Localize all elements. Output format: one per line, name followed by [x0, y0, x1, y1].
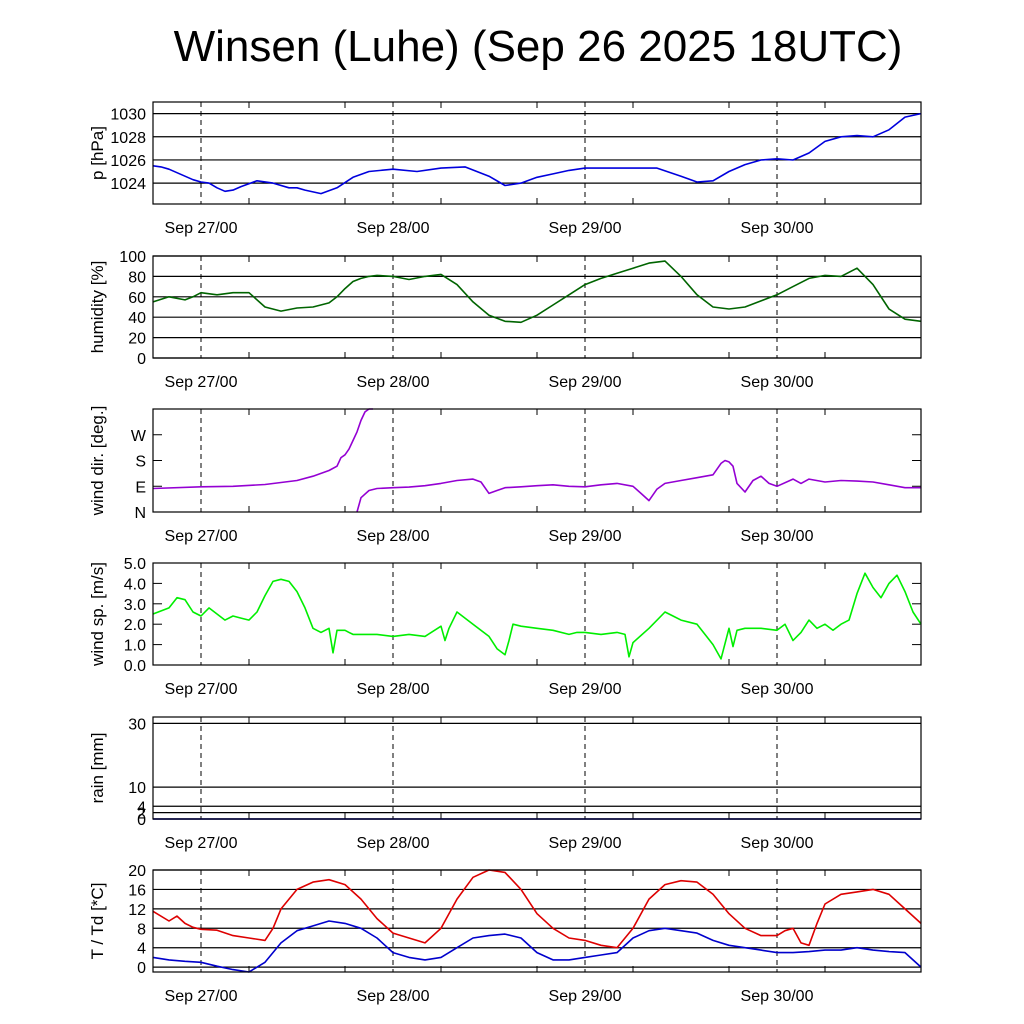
panel-5-xtick-label: Sep 29/00 [549, 835, 622, 852]
panel-3-series-1-line [152, 408, 373, 490]
panel-1-xtick-label: Sep 27/00 [165, 220, 238, 237]
panel-5-frame [152, 716, 922, 820]
panel-4-ytick-label: 5.0 [124, 556, 146, 573]
chart-title: Winsen (Luhe) (Sep 26 2025 18UTC) [173, 22, 903, 71]
panel-4-ytick-label: 2.0 [124, 617, 146, 634]
panel-3-xtick-label: Sep 28/00 [357, 528, 430, 545]
panel-2-ytick-label: 60 [128, 290, 146, 307]
panel-2-ytick-label: 20 [128, 331, 146, 348]
panel-5-ytick-label: 2 [137, 806, 146, 823]
panel-4-ytick-label: 0.0 [124, 658, 146, 675]
panel-1-xtick-label: Sep 29/00 [549, 220, 622, 237]
panel-1-xtick-label: Sep 30/00 [741, 220, 814, 237]
panel-6-xtick-label: Sep 29/00 [549, 988, 622, 1005]
panel-6-xtick-label: Sep 28/00 [357, 988, 430, 1005]
panel-6-ytick-label: 12 [128, 902, 146, 919]
panel-5-ytick-label: 4 [137, 799, 146, 816]
panel-5-ylabel: rain [mm] [88, 733, 107, 804]
panel-2-xtick-label: Sep 28/00 [357, 374, 430, 391]
panel-6-ytick-label: 20 [128, 863, 146, 880]
panel-1-ylabel: p [hPa] [88, 126, 107, 180]
panel-1-series-1-line [152, 112, 922, 195]
panel-4-xtick-label: Sep 30/00 [741, 681, 814, 698]
panel-6-ylabel: T / Td [*C] [88, 883, 107, 960]
panel-2-xtick-label: Sep 27/00 [165, 374, 238, 391]
panel-4-frame [152, 562, 922, 666]
panel-2-xtick-label: Sep 30/00 [741, 374, 814, 391]
panel-3-frame [152, 408, 922, 513]
panel-4-xtick-label: Sep 29/00 [549, 681, 622, 698]
panel-4-ylabel: wind sp. [m/s] [88, 562, 107, 667]
panel-5-ytick-label: 30 [128, 716, 146, 733]
panel-3-ytick-label: N [134, 505, 146, 522]
panel-3-xtick-label: Sep 29/00 [549, 528, 622, 545]
panel-3-ytick-label: W [131, 428, 147, 445]
panel-3-xtick-label: Sep 30/00 [741, 528, 814, 545]
panel-4-ytick-label: 1.0 [124, 638, 146, 655]
panel-5-xtick-label: Sep 28/00 [357, 835, 430, 852]
panel-1-ytick-label: 1030 [110, 107, 146, 124]
panel-6-ytick-label: 4 [137, 941, 146, 958]
panel-4-ytick-label: 4.0 [124, 576, 146, 593]
panel-1-ytick-label: 1026 [110, 153, 146, 170]
panel-6-series-2-line [152, 920, 922, 973]
panel-1-xtick-label: Sep 28/00 [357, 220, 430, 237]
panel-2-ytick-label: 0 [137, 351, 146, 368]
panel-2-xtick-label: Sep 29/00 [549, 374, 622, 391]
panel-3-xtick-label: Sep 27/00 [165, 528, 238, 545]
panel-3-ytick-label: E [135, 479, 146, 496]
panel-6-ytick-label: 8 [137, 921, 146, 938]
panel-2-ytick-label: 100 [119, 249, 146, 266]
panel-2-ytick-label: 40 [128, 310, 146, 327]
panel-6-ytick-label: 16 [128, 882, 146, 899]
panel-4-ytick-label: 3.0 [124, 597, 146, 614]
panel-2-series-1-line [152, 260, 922, 324]
panel-1-ytick-label: 1024 [110, 176, 146, 193]
panel-5-ytick-label: 0 [137, 812, 146, 829]
panel-4-series-1-line [152, 572, 922, 660]
panel-4-xtick-label: Sep 28/00 [357, 681, 430, 698]
panel-3-series-2-line [356, 459, 921, 513]
panel-1-ytick-label: 1028 [110, 130, 146, 147]
panel-6-xtick-label: Sep 27/00 [165, 988, 238, 1005]
panel-2-frame [152, 255, 922, 359]
panel-4-xtick-label: Sep 27/00 [165, 681, 238, 698]
panel-5-xtick-label: Sep 27/00 [165, 835, 238, 852]
panel-2-ylabel: humidity [%] [88, 261, 107, 354]
panel-5-ytick-label: 10 [128, 780, 146, 797]
panel-1-frame [152, 101, 922, 205]
panel-6-frame [152, 869, 922, 973]
panel-6-xtick-label: Sep 30/00 [741, 988, 814, 1005]
panel-6-ytick-label: 0 [137, 960, 146, 977]
panel-5-xtick-label: Sep 30/00 [741, 835, 814, 852]
panel-3-ylabel: wind dir. [deg.] [88, 406, 107, 517]
panel-6-series-1-line [152, 869, 922, 949]
panel-3-ytick-label: S [135, 454, 146, 471]
panel-2-ytick-label: 80 [128, 269, 146, 286]
